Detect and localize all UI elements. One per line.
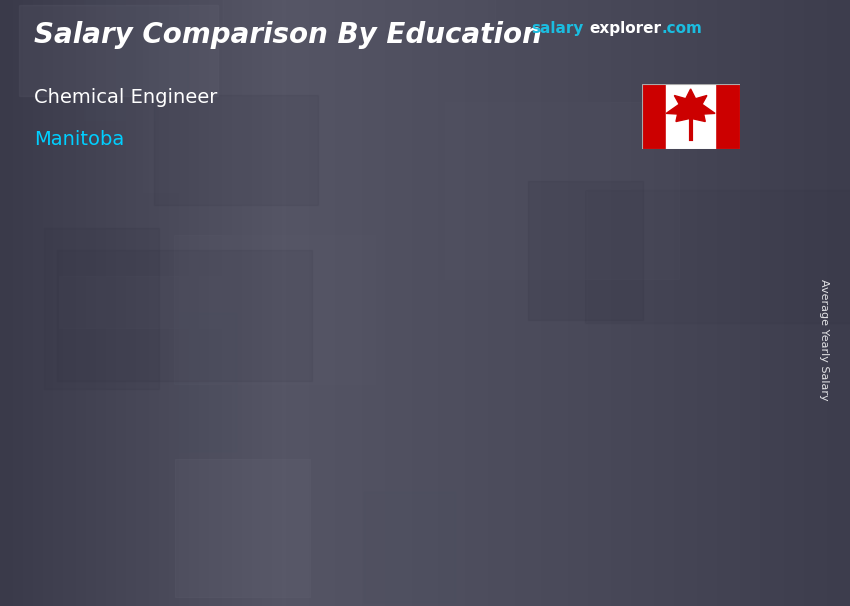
Bar xyxy=(642,84,666,149)
Bar xyxy=(144,35,384,192)
Bar xyxy=(548,515,683,553)
Bar xyxy=(365,304,441,539)
Bar xyxy=(84,0,188,120)
Bar xyxy=(666,84,715,149)
Bar xyxy=(140,313,235,451)
Bar xyxy=(174,235,375,384)
Bar xyxy=(124,390,201,539)
Text: Salary Comparison By Education: Salary Comparison By Education xyxy=(34,21,542,49)
Bar xyxy=(60,276,230,328)
Bar xyxy=(564,0,850,21)
Polygon shape xyxy=(441,290,451,539)
Text: explorer: explorer xyxy=(589,21,661,36)
Polygon shape xyxy=(682,132,691,539)
Text: 71,800 CAD: 71,800 CAD xyxy=(117,362,208,378)
Text: Chemical Engineer: Chemical Engineer xyxy=(34,88,218,107)
Bar xyxy=(223,0,495,30)
Polygon shape xyxy=(666,89,715,122)
Text: Manitoba: Manitoba xyxy=(34,130,124,149)
Text: +68%: +68% xyxy=(473,84,553,108)
Text: .com: .com xyxy=(661,21,702,36)
Polygon shape xyxy=(365,290,450,304)
Bar xyxy=(57,250,312,381)
Polygon shape xyxy=(124,376,211,390)
Polygon shape xyxy=(604,132,691,146)
Bar xyxy=(19,5,218,96)
Bar xyxy=(577,44,717,102)
Bar xyxy=(174,459,310,598)
Bar xyxy=(364,492,455,602)
Bar xyxy=(585,190,850,323)
Bar xyxy=(44,228,159,389)
Text: 189,000 CAD: 189,000 CAD xyxy=(592,118,693,133)
Polygon shape xyxy=(201,376,211,539)
Bar xyxy=(154,95,319,204)
Bar xyxy=(445,102,679,279)
Bar xyxy=(715,84,740,149)
Text: salary: salary xyxy=(531,21,584,36)
Text: 113,000 CAD: 113,000 CAD xyxy=(353,277,453,291)
Text: Average Yearly Salary: Average Yearly Salary xyxy=(819,279,829,400)
Text: +57%: +57% xyxy=(213,201,294,225)
Bar xyxy=(604,146,682,539)
Bar xyxy=(528,181,643,320)
